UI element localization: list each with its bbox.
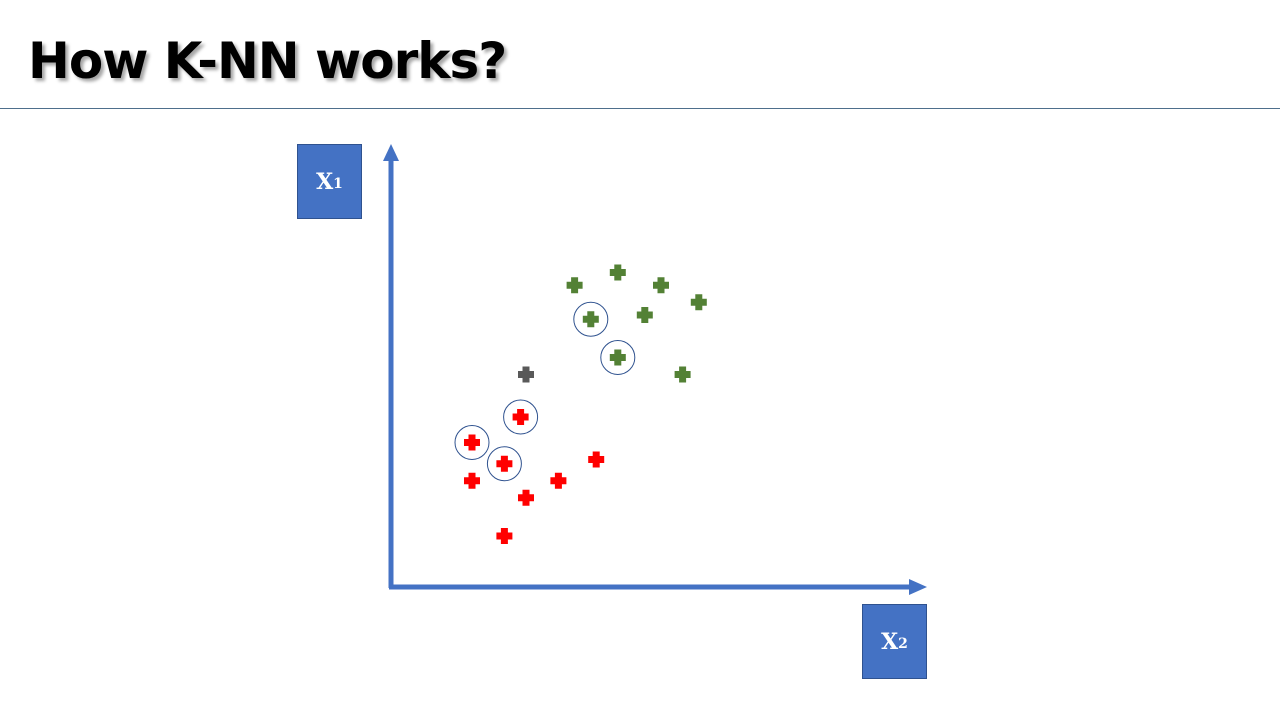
x-axis-arrowhead — [909, 579, 927, 595]
neighbor-circle — [503, 399, 539, 435]
x1-label-subscript: 1 — [333, 175, 343, 192]
green-point-2 — [609, 264, 626, 281]
x1-label-base: X — [316, 168, 334, 195]
green-point-4 — [690, 294, 707, 311]
green-point-1 — [566, 277, 583, 294]
neighbor-circle — [454, 425, 490, 460]
neighbor-circle — [600, 340, 636, 375]
x2-label-base: X — [881, 628, 899, 655]
data-points — [454, 264, 707, 544]
x2-label-subscript: 2 — [898, 635, 908, 652]
neighbor-circle — [486, 446, 522, 482]
title-divider — [0, 108, 1280, 109]
neighbor-circle — [573, 301, 609, 337]
red-point-6 — [550, 472, 567, 489]
red-point-7 — [518, 489, 534, 506]
red-point-5 — [464, 472, 480, 489]
green-point-7 — [609, 349, 626, 366]
y-axis-arrowhead — [383, 144, 399, 161]
green-point-6 — [636, 307, 653, 323]
slide-title: How K-NN works? — [28, 32, 507, 90]
green-point-3 — [653, 277, 669, 294]
red-point-1 — [512, 409, 529, 425]
green-point-8 — [674, 366, 691, 383]
new-point-1 — [518, 366, 534, 383]
red-point-3 — [496, 455, 513, 472]
red-point-4 — [588, 451, 605, 468]
red-point-2 — [464, 434, 480, 451]
red-point-8 — [496, 528, 513, 544]
green-point-5 — [582, 311, 599, 328]
